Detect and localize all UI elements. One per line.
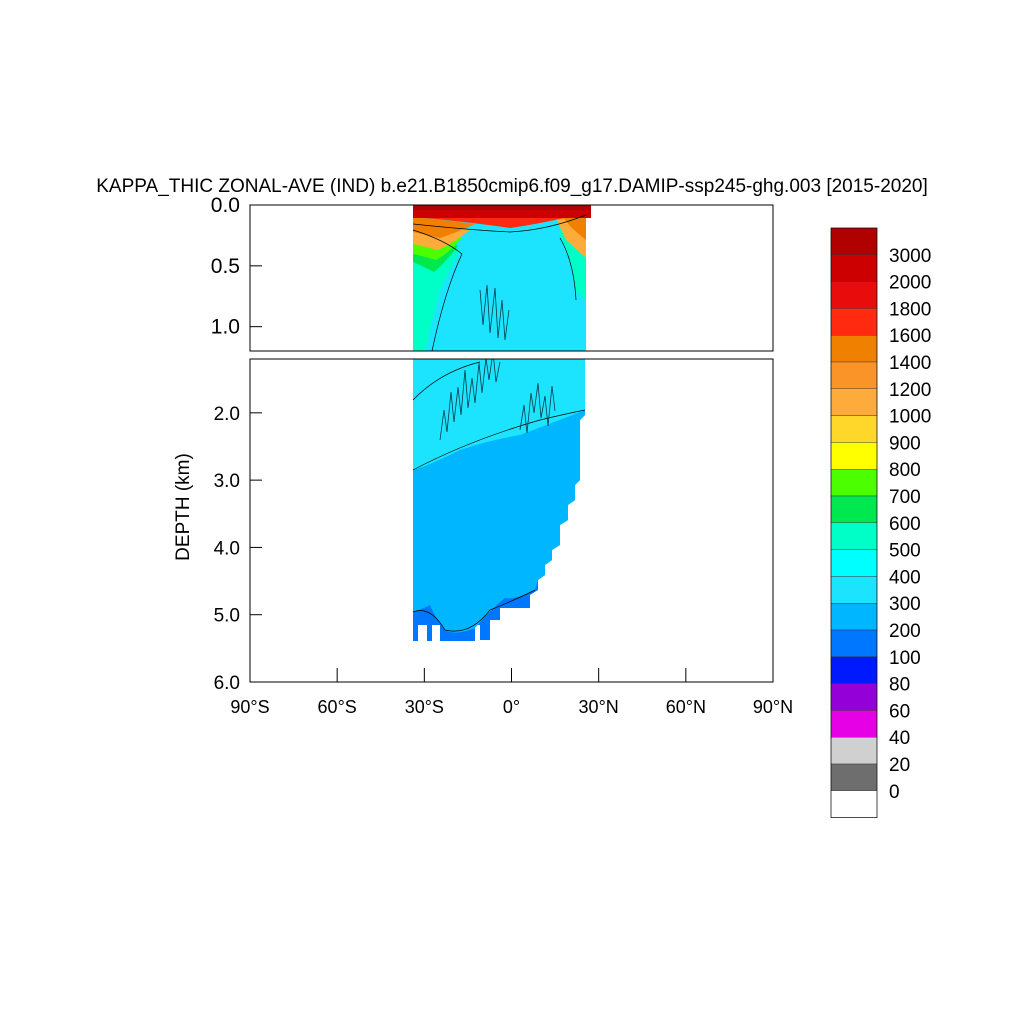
contour-line (412, 589, 536, 632)
contour-line (479, 284, 510, 341)
colorbar-swatch (830, 388, 878, 416)
y-tick-label: 2.0 (214, 404, 240, 425)
colorbar-label: 3000 (889, 246, 931, 267)
colorbar-swatch (830, 495, 878, 523)
surface-top-field (413, 205, 591, 210)
axis-layer: 90°S 60°S 30°S 0° 30°N 60°N 90°N 0.0 0.5 1.0 2.0 3.… (211, 194, 793, 717)
y-tick-label: 4.0 (214, 538, 240, 559)
contour-line (412, 229, 463, 351)
colorbar-swatch (830, 469, 878, 497)
colorbar-swatch (830, 683, 878, 711)
contour-line (412, 214, 587, 233)
colorbar-label: 600 (889, 514, 921, 535)
colorbar-swatch (830, 790, 878, 818)
y-tick-label: 0.0 (211, 194, 240, 217)
colorbar-label: 900 (889, 433, 921, 454)
colorbar-label: 40 (889, 728, 910, 749)
x-tick-label: 90°S (230, 697, 269, 717)
colorbar-swatch (830, 656, 878, 684)
colorbar-label: 500 (889, 541, 921, 562)
y-axis-label: DEPTH (km) (173, 453, 194, 561)
upper-panel (412, 205, 591, 351)
x-tick-label: 30°S (405, 697, 444, 717)
colorbar-label: 1200 (889, 380, 931, 401)
y-tick-label: 0.5 (211, 255, 240, 278)
colorbar-label: 300 (889, 594, 921, 615)
colorbar-swatch (830, 549, 878, 577)
southern-1400-field (413, 217, 475, 238)
x-tick-label: 90°N (753, 697, 793, 717)
upper-panel-frame (249, 204, 774, 352)
y-tick-label: 6.0 (214, 673, 240, 694)
colorbar-label: 400 (889, 567, 921, 588)
colorbar-label: 1000 (889, 407, 931, 428)
colorbar-swatch (830, 442, 878, 470)
chart-title: KAPPA_THIC ZONAL-AVE (IND) b.e21.B1850cm… (96, 176, 928, 197)
contour-line (439, 359, 501, 441)
contour-line (412, 409, 586, 471)
colorbar-label: 1400 (889, 353, 931, 374)
colorbar-swatch (830, 737, 878, 765)
lower-panel (412, 359, 586, 641)
colorbar-label: 800 (889, 460, 921, 481)
colorbar-swatch (830, 254, 878, 282)
upper-interior-lower-field (413, 359, 585, 470)
colorbar-swatch (830, 227, 878, 255)
colorbar-swatch (830, 522, 878, 550)
contour-line (412, 361, 481, 401)
x-tick-label: 60°S (318, 697, 357, 717)
colorbar-swatch (830, 361, 878, 389)
colorbar-swatch (830, 576, 878, 604)
colorbar-label: 20 (889, 755, 910, 776)
y-tick-label: 5.0 (214, 606, 240, 627)
y-tick-label: 3.0 (214, 471, 240, 492)
colorbar-label: 80 (889, 675, 910, 696)
colorbar-swatch (830, 603, 878, 631)
colorbar-swatch (830, 763, 878, 791)
colorbar-label: 700 (889, 487, 921, 508)
contour-line (519, 382, 556, 434)
colorbar-swatch (830, 308, 878, 336)
colorbar-label: 0 (889, 782, 900, 803)
y-tick-label: 1.0 (211, 316, 240, 339)
colorbar-swatch (830, 335, 878, 363)
x-tick-label: 60°N (666, 697, 706, 717)
colorbar: 3000200018001600140012001000900800700600… (830, 227, 931, 818)
colorbar-swatch (830, 629, 878, 657)
colorbar-frame (830, 227, 878, 818)
colorbar-label: 1800 (889, 299, 931, 320)
x-tick-label: 30°N (579, 697, 619, 717)
colorbar-label: 60 (889, 701, 910, 722)
colorbar-swatch (830, 415, 878, 443)
contour-line (559, 237, 577, 301)
colorbar-label: 200 (889, 621, 921, 642)
colorbar-label: 1600 (889, 326, 931, 347)
colorbar-swatch (830, 710, 878, 738)
colorbar-label: 2000 (889, 273, 931, 294)
colorbar-label: 100 (889, 648, 921, 669)
colorbar-swatch (830, 281, 878, 309)
x-tick-label: 0° (503, 697, 520, 717)
